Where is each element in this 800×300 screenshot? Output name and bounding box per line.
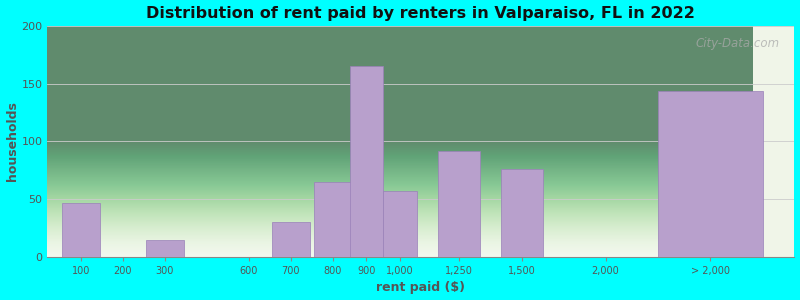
Text: City-Data.com: City-Data.com bbox=[695, 38, 779, 50]
Bar bbox=[62, 202, 100, 257]
Bar bbox=[314, 182, 352, 257]
Bar bbox=[350, 66, 383, 257]
Y-axis label: households: households bbox=[6, 101, 18, 181]
X-axis label: rent paid ($): rent paid ($) bbox=[376, 281, 466, 294]
Bar bbox=[501, 169, 542, 257]
Bar bbox=[383, 191, 417, 257]
Bar bbox=[438, 151, 480, 257]
Bar bbox=[658, 91, 763, 257]
Bar bbox=[272, 222, 310, 257]
Bar bbox=[146, 239, 184, 257]
Title: Distribution of rent paid by renters in Valparaiso, FL in 2022: Distribution of rent paid by renters in … bbox=[146, 6, 695, 21]
